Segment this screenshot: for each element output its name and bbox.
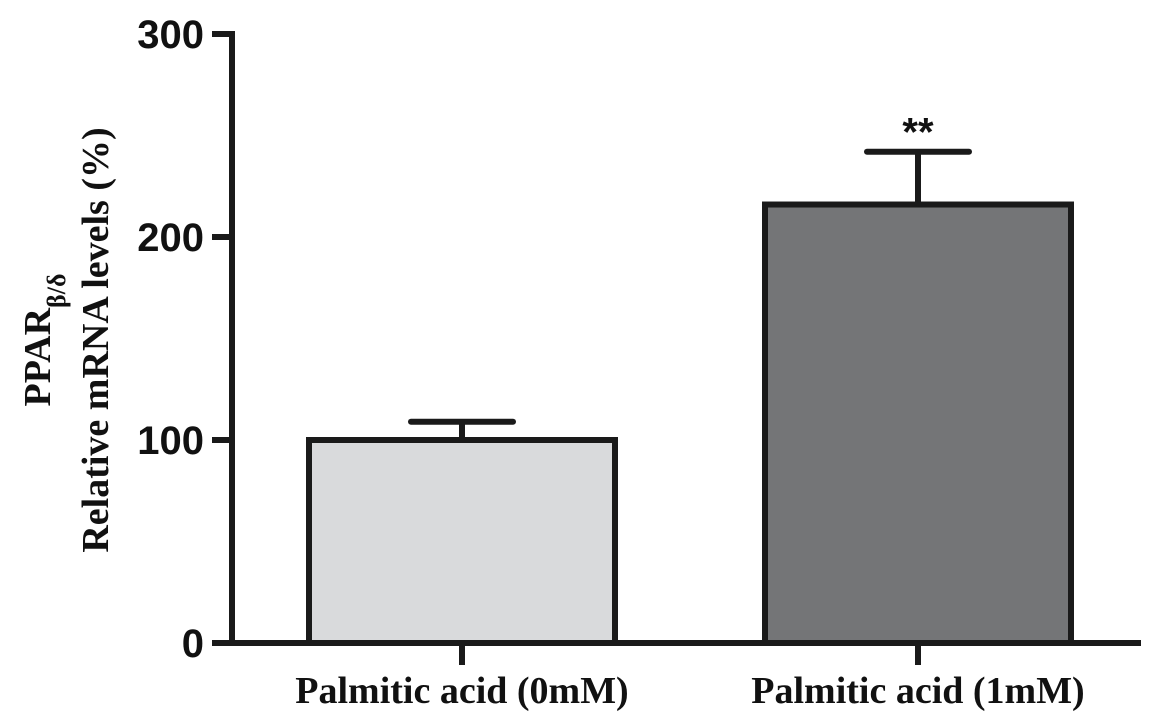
y-axis-label: PPARβ/δ Relative mRNA levels (%) <box>17 127 117 552</box>
error-bars-group <box>408 148 972 440</box>
bar-1 <box>306 437 618 646</box>
bar-2 <box>762 201 1074 647</box>
annotations-group: ** <box>902 111 934 155</box>
x-tick-label-1: Palmitic acid (0mM) <box>295 670 628 712</box>
y-tick-label-1: 0 <box>182 622 204 666</box>
y-tick-label-2: 100 <box>137 419 204 463</box>
x-tick-label-2: Palmitic acid (1mM) <box>751 670 1084 712</box>
axes-group: Palmitic acid (0mM) Palmitic acid (1mM) 0 1… <box>137 13 1141 712</box>
y-tick-label-4: 300 <box>137 13 204 57</box>
significance-annotation-1: ** <box>902 111 934 155</box>
y-axis-label-line1: PPARβ/δ <box>17 274 71 407</box>
y-tick-label-3: 200 <box>137 216 204 260</box>
bars-group <box>306 201 1074 647</box>
y-axis-label-line2: Relative mRNA levels (%) <box>75 127 117 552</box>
